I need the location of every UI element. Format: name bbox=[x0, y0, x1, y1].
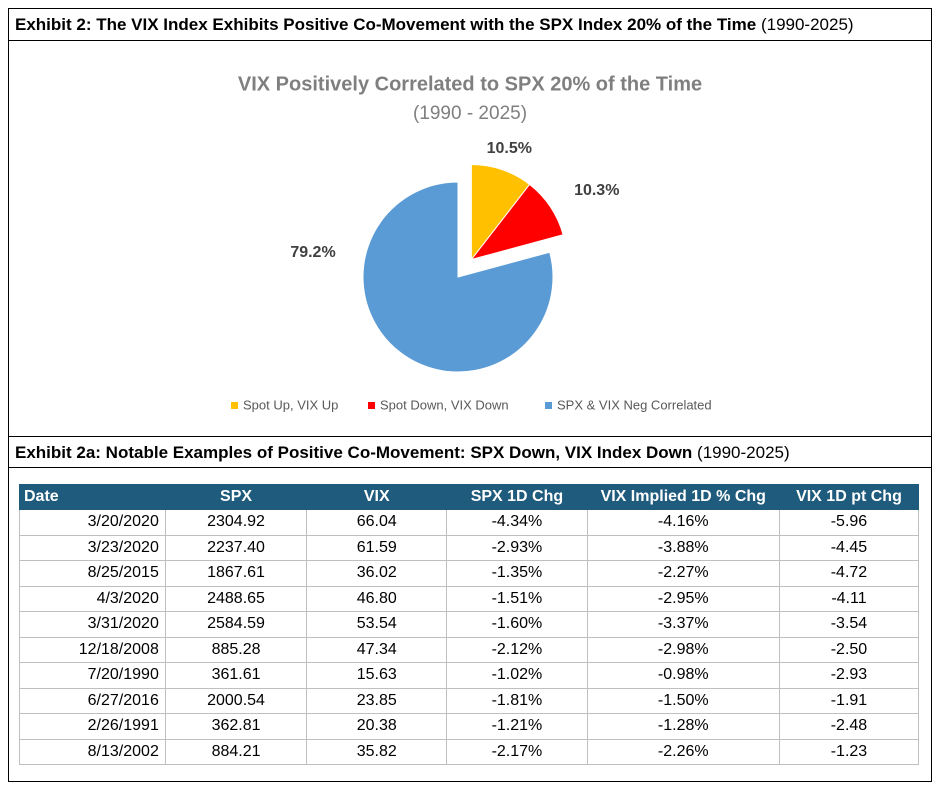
chart-title: VIX Positively Correlated to SPX 20% of … bbox=[238, 73, 702, 95]
table-cell: 20.38 bbox=[306, 713, 448, 740]
table-cell: -1.35% bbox=[446, 560, 588, 587]
table-cell: 3/20/2020 bbox=[19, 509, 166, 536]
table-cell: -2.93% bbox=[446, 534, 588, 561]
legend-label: Spot Down, VIX Down bbox=[380, 397, 509, 412]
chart-subtitle: (1990 - 2025) bbox=[413, 103, 527, 124]
table-row: 2/26/1991 362.81 20.38 -1.21% -1.28% -2.48 bbox=[19, 713, 920, 740]
table-cell: -4.11 bbox=[778, 585, 920, 612]
table-cell: -1.91 bbox=[778, 687, 920, 714]
table-cell: 2237.40 bbox=[164, 534, 308, 561]
table-cell: -1.81% bbox=[446, 687, 588, 714]
table-cell: -4.45 bbox=[778, 534, 920, 561]
examples-table: Date SPX VIX SPX 1D Chg VIX Implied 1D % Chg… bbox=[19, 484, 920, 765]
column-header: VIX 1D pt Chg bbox=[778, 484, 920, 510]
table-cell: 15.63 bbox=[306, 662, 448, 689]
table-cell: -5.96 bbox=[778, 509, 920, 536]
table-cell: 2488.65 bbox=[164, 585, 308, 612]
column-header: VIX bbox=[306, 484, 448, 510]
table-cell: -2.93 bbox=[778, 662, 920, 689]
table-cell: -1.02% bbox=[446, 662, 588, 689]
table-cell: 4/3/2020 bbox=[19, 585, 166, 612]
table-cell: 3/23/2020 bbox=[19, 534, 166, 561]
table-row: 12/18/2008 885.28 47.34 -2.12% -2.98% -2.50 bbox=[19, 636, 920, 663]
legend-swatch bbox=[231, 402, 238, 409]
table-row: 7/20/1990 361.61 15.63 -1.02% -0.98% -2.93 bbox=[19, 662, 920, 689]
table-cell: -1.50% bbox=[586, 687, 780, 714]
table-cell: 35.82 bbox=[306, 738, 448, 765]
column-header: Date bbox=[19, 484, 166, 510]
table-cell: 46.80 bbox=[306, 585, 448, 612]
exhibit-title: Exhibit 2: The VIX Index Exhibits Positi… bbox=[15, 15, 757, 34]
exhibit-period: (1990-2025) bbox=[697, 443, 790, 462]
table-cell: -2.98% bbox=[586, 636, 780, 663]
table-cell: -2.27% bbox=[586, 560, 780, 587]
table-row: 3/31/2020 2584.59 53.54 -1.60% -3.37% -3.54 bbox=[19, 611, 920, 638]
table-cell: -3.54 bbox=[778, 611, 920, 638]
table-cell: 8/25/2015 bbox=[19, 560, 166, 587]
column-header: VIX Implied 1D % Chg bbox=[586, 484, 780, 510]
pie-slice bbox=[362, 181, 554, 373]
table-cell: -2.48 bbox=[778, 713, 920, 740]
table-cell: 36.02 bbox=[306, 560, 448, 587]
data-label: 79.2% bbox=[290, 244, 335, 261]
exhibit-title: Exhibit 2a: Notable Examples of Positive… bbox=[15, 443, 693, 462]
table-row: 3/20/2020 2304.92 66.04 -4.34% -4.16% -5.96 bbox=[19, 509, 920, 536]
table-cell: -1.23 bbox=[778, 738, 920, 765]
table-cell: 3/31/2020 bbox=[19, 611, 166, 638]
table-cell: -4.72 bbox=[778, 560, 920, 587]
table-cell: -3.37% bbox=[586, 611, 780, 638]
table-cell: 47.34 bbox=[306, 636, 448, 663]
exhibit-header: Exhibit 2: The VIX Index Exhibits Positi… bbox=[9, 9, 931, 41]
pie-slice bbox=[470, 183, 564, 261]
table-cell: -4.16% bbox=[586, 509, 780, 536]
table-cell: 61.59 bbox=[306, 534, 448, 561]
table-row: 4/3/2020 2488.65 46.80 -1.51% -2.95% -4.11 bbox=[19, 585, 920, 612]
table-row: 8/25/2015 1867.61 36.02 -1.35% -2.27% -4.72 bbox=[19, 560, 920, 587]
table-cell: 2000.54 bbox=[164, 687, 308, 714]
table-cell: 2304.92 bbox=[164, 509, 308, 536]
table-cell: 362.81 bbox=[164, 713, 308, 740]
table-cell: 2/26/1991 bbox=[19, 713, 166, 740]
table-row: 3/23/2020 2237.40 61.59 -2.93% -3.88% -4.45 bbox=[19, 534, 920, 561]
table-cell: -4.34% bbox=[446, 509, 588, 536]
table-cell: -1.51% bbox=[446, 585, 588, 612]
table-cell: 8/13/2002 bbox=[19, 738, 166, 765]
table-row: 8/13/2002 884.21 35.82 -2.17% -2.26% -1.23 bbox=[19, 738, 920, 765]
table-cell: 885.28 bbox=[164, 636, 308, 663]
table-cell: -1.21% bbox=[446, 713, 588, 740]
legend-label: SPX & VIX Neg Correlated bbox=[557, 397, 712, 412]
table-cell: 884.21 bbox=[164, 738, 308, 765]
data-label: 10.5% bbox=[487, 140, 532, 157]
table-cell: 7/20/1990 bbox=[19, 662, 166, 689]
table-cell: -1.28% bbox=[586, 713, 780, 740]
exhibit-header: Exhibit 2a: Notable Examples of Positive… bbox=[9, 436, 931, 468]
table-cell: 361.61 bbox=[164, 662, 308, 689]
table-cell: 6/27/2016 bbox=[19, 687, 166, 714]
pie-chart: VIX Positively Correlated to SPX 20% of … bbox=[231, 73, 712, 412]
data-label: 10.3% bbox=[574, 182, 619, 199]
table-cell: 23.85 bbox=[306, 687, 448, 714]
table-cell: -2.17% bbox=[446, 738, 588, 765]
table-cell: -2.12% bbox=[446, 636, 588, 663]
legend-label: Spot Up, VIX Up bbox=[243, 397, 338, 412]
table-cell: 66.04 bbox=[306, 509, 448, 536]
table-cell: -2.50 bbox=[778, 636, 920, 663]
table-cell: 1867.61 bbox=[164, 560, 308, 587]
table-cell: 2584.59 bbox=[164, 611, 308, 638]
table-row: 6/27/2016 2000.54 23.85 -1.81% -1.50% -1.91 bbox=[19, 687, 920, 714]
exhibit-period: (1990-2025) bbox=[760, 15, 854, 34]
table-cell: -2.26% bbox=[586, 738, 780, 765]
table-cell: -3.88% bbox=[586, 534, 780, 561]
legend-swatch bbox=[368, 402, 375, 409]
legend-swatch bbox=[545, 402, 552, 409]
table-cell: -2.95% bbox=[586, 585, 780, 612]
column-header: SPX bbox=[164, 484, 308, 510]
table-cell: 53.54 bbox=[306, 611, 448, 638]
table-cell: 12/18/2008 bbox=[19, 636, 166, 663]
table-cell: -0.98% bbox=[586, 662, 780, 689]
page: Exhibit 2: The VIX Index Exhibits Positi… bbox=[8, 8, 932, 782]
table-cell: -1.60% bbox=[446, 611, 588, 638]
column-header: SPX 1D Chg bbox=[446, 484, 588, 510]
